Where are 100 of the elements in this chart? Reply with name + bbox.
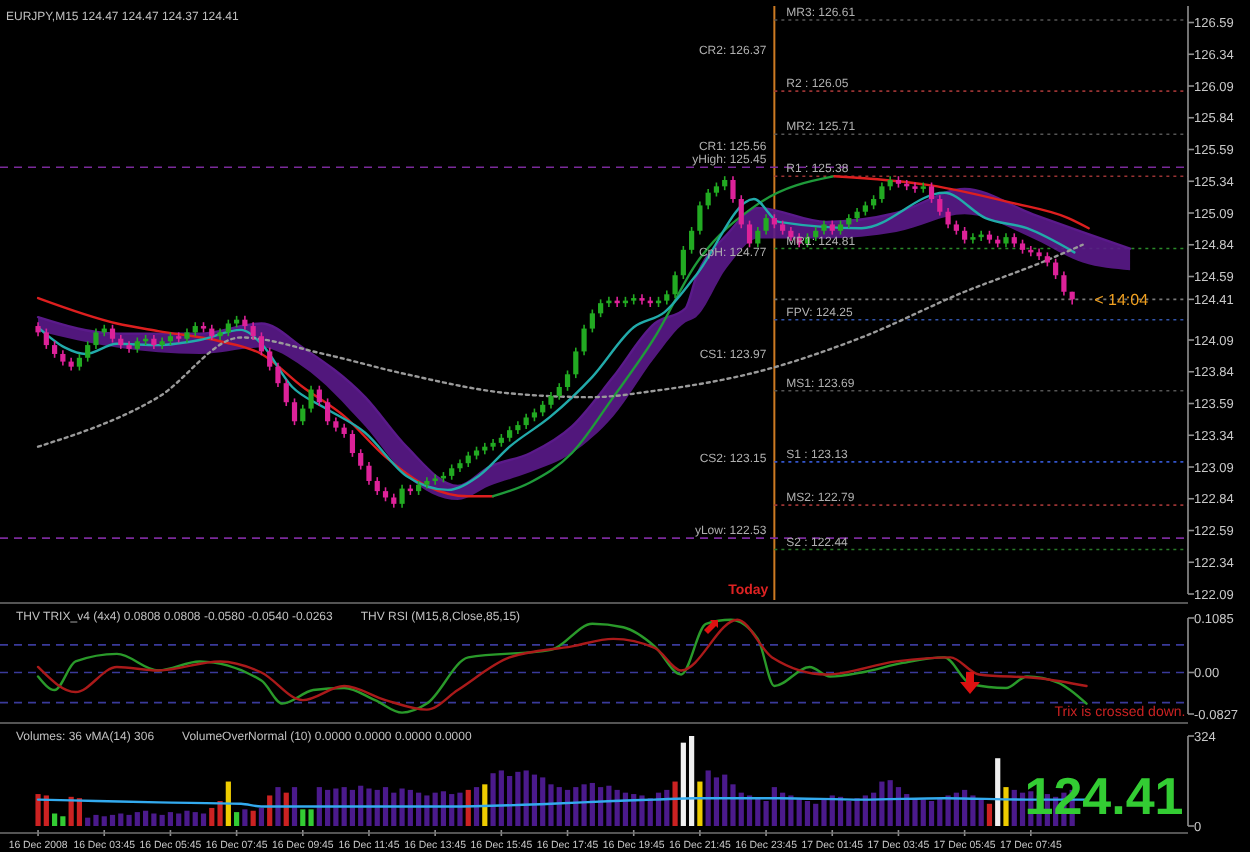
bar: [697, 781, 703, 826]
candlestick: [746, 219, 753, 249]
bar: [746, 795, 753, 826]
bar: [573, 787, 579, 826]
candlestick: [308, 384, 314, 414]
bar: [217, 801, 223, 826]
bar: [184, 810, 190, 826]
candlestick: [366, 461, 372, 486]
bar: [986, 803, 993, 826]
bar: [796, 798, 802, 826]
candlestick: [267, 346, 273, 372]
bar: [713, 777, 720, 826]
bar: [738, 792, 744, 826]
bar: [192, 812, 198, 826]
bar: [308, 809, 314, 826]
candlestick: [85, 340, 91, 363]
bar: [821, 799, 827, 826]
bar: [35, 794, 41, 826]
candlestick: [697, 200, 703, 236]
bar: [473, 787, 480, 826]
bar: [52, 813, 58, 826]
candlestick: [291, 397, 298, 426]
candlestick: [945, 207, 951, 230]
bar: [581, 784, 587, 826]
bar: [275, 787, 281, 826]
candlestick: [1061, 270, 1067, 297]
bar: [134, 812, 140, 826]
bar: [540, 777, 546, 826]
bar: [258, 807, 265, 826]
candlestick: [316, 384, 322, 407]
candlestick: [325, 397, 331, 426]
candlestick: [680, 245, 686, 280]
bar: [126, 814, 132, 826]
bar: [109, 814, 116, 826]
bar: [60, 816, 66, 826]
bar: [705, 770, 711, 826]
bar: [531, 774, 538, 826]
bar: [755, 798, 761, 826]
bar: [43, 795, 49, 826]
candlestick: [928, 181, 935, 204]
candlestick: [399, 483, 405, 509]
bar: [1003, 787, 1009, 826]
candlestick: [43, 327, 49, 350]
bar: [200, 813, 207, 826]
bar: [507, 776, 513, 826]
candlestick: [1053, 257, 1059, 280]
candlestick: [672, 270, 678, 299]
candlestick: [589, 308, 595, 334]
bar: [564, 789, 571, 826]
candlestick: [755, 226, 761, 249]
bar: [647, 798, 653, 826]
candlestick: [879, 181, 885, 204]
bar: [722, 774, 728, 826]
candlestick: [738, 194, 744, 230]
bar: [995, 758, 1001, 826]
bar: [118, 813, 124, 826]
bar: [399, 788, 405, 826]
candlestick: [258, 331, 265, 357]
bar: [490, 773, 496, 826]
candlestick: [358, 448, 364, 471]
bar: [639, 795, 645, 826]
bar: [242, 809, 248, 826]
candlestick: [300, 403, 306, 426]
bar: [887, 780, 893, 826]
bar: [978, 798, 984, 826]
bar: [672, 781, 678, 826]
bar: [143, 810, 149, 826]
bar: [101, 816, 107, 826]
bar: [680, 742, 686, 826]
bar: [176, 813, 182, 826]
annotation: < 14:04: [1094, 291, 1150, 310]
candlestick: [705, 188, 711, 210]
candlestick: [937, 194, 943, 217]
bar: [780, 792, 786, 826]
bar: [945, 795, 951, 826]
bar: [515, 771, 521, 826]
candlestick: [283, 378, 289, 407]
bar: [234, 812, 240, 826]
bar: [85, 817, 91, 826]
bar: [771, 787, 777, 826]
bar: [846, 801, 852, 826]
bar: [614, 789, 620, 826]
bar: [523, 770, 529, 826]
bar: [920, 799, 926, 826]
bar: [937, 798, 943, 826]
candlestick: [275, 362, 281, 388]
candlestick: [93, 327, 99, 350]
bar: [895, 787, 902, 826]
bar: [159, 814, 165, 826]
bar: [664, 789, 670, 826]
candlestick: [581, 323, 587, 357]
bar: [209, 807, 215, 826]
bar: [482, 784, 488, 826]
bar: [606, 785, 612, 826]
bar: [912, 798, 918, 826]
bar: [928, 801, 935, 826]
candlestick: [349, 429, 356, 458]
bar: [548, 784, 554, 826]
bar: [829, 795, 835, 826]
bar: [589, 782, 595, 826]
